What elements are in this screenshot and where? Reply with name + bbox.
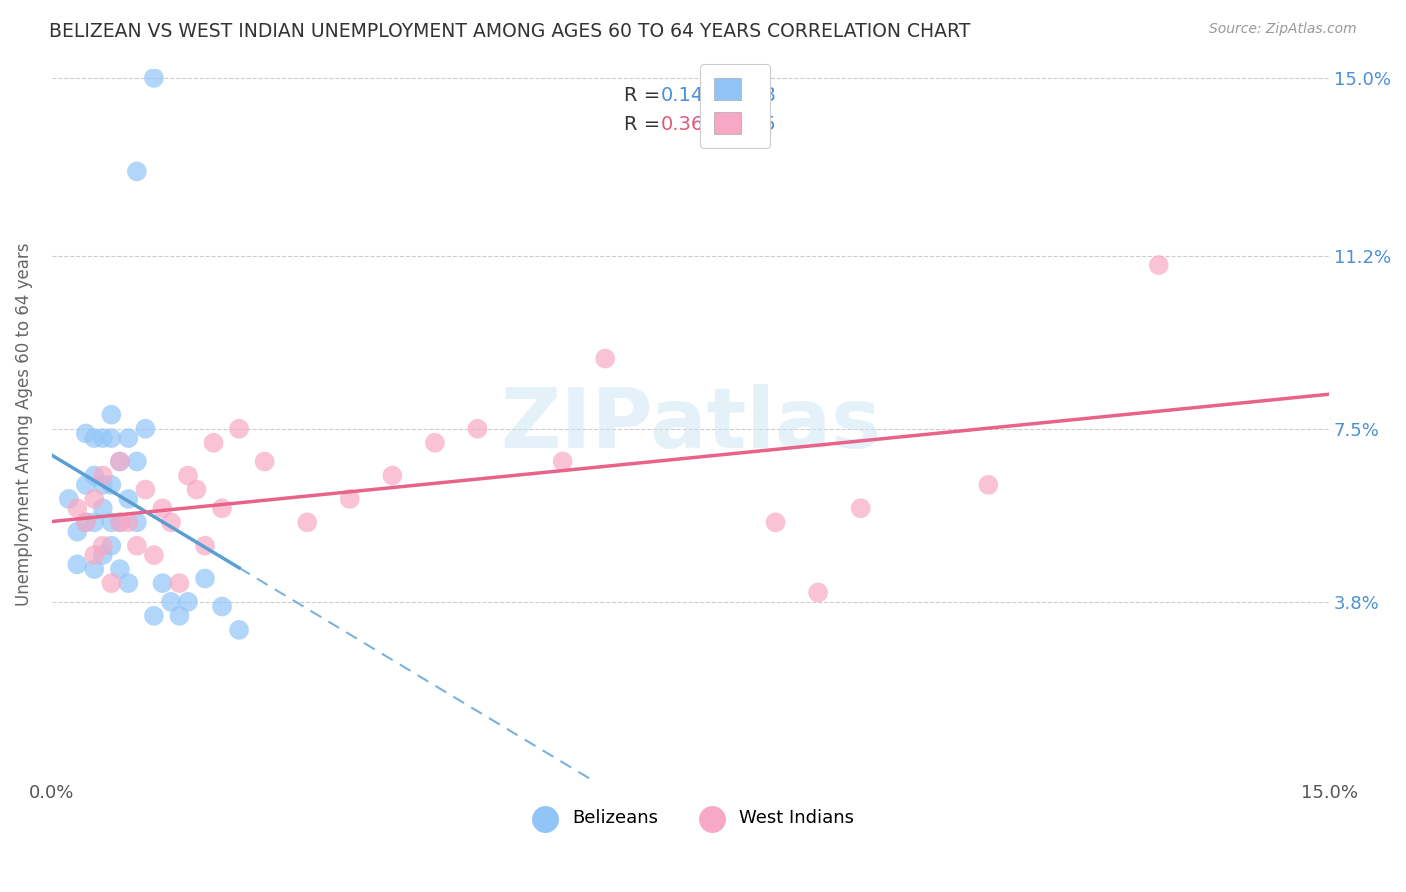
Point <box>117 491 139 506</box>
Point <box>66 524 89 539</box>
Point <box>117 431 139 445</box>
Point <box>177 468 200 483</box>
Point <box>91 548 114 562</box>
Point <box>160 516 183 530</box>
Point <box>125 454 148 468</box>
Point <box>142 548 165 562</box>
Point <box>91 431 114 445</box>
Point <box>83 548 105 562</box>
Text: 38: 38 <box>752 87 776 105</box>
Point <box>75 478 97 492</box>
Point <box>100 539 122 553</box>
Point <box>253 454 276 468</box>
Point <box>467 422 489 436</box>
Point <box>169 608 191 623</box>
Y-axis label: Unemployment Among Ages 60 to 64 years: Unemployment Among Ages 60 to 64 years <box>15 243 32 606</box>
Legend: Belizeans, West Indians: Belizeans, West Indians <box>519 802 862 835</box>
Point <box>100 478 122 492</box>
Point <box>108 454 131 468</box>
Point <box>75 516 97 530</box>
Text: R =: R = <box>624 87 666 105</box>
Text: 0.363: 0.363 <box>661 115 717 134</box>
Point <box>125 164 148 178</box>
Point <box>186 483 208 497</box>
Point <box>108 516 131 530</box>
Point <box>91 501 114 516</box>
Point <box>100 431 122 445</box>
Point <box>381 468 404 483</box>
Point <box>551 454 574 468</box>
Point <box>58 491 80 506</box>
Point <box>125 539 148 553</box>
Point <box>211 599 233 614</box>
Point <box>117 576 139 591</box>
Point <box>91 468 114 483</box>
Point <box>152 576 174 591</box>
Point <box>83 431 105 445</box>
Point <box>593 351 616 366</box>
Text: 35: 35 <box>752 115 776 134</box>
Point <box>339 491 361 506</box>
Point <box>108 516 131 530</box>
Point <box>177 595 200 609</box>
Point <box>125 516 148 530</box>
Point <box>849 501 872 516</box>
Point <box>100 516 122 530</box>
Point <box>160 595 183 609</box>
Point <box>134 422 156 436</box>
Point <box>295 516 318 530</box>
Point <box>807 585 830 599</box>
Text: N =: N = <box>707 87 763 105</box>
Point <box>83 491 105 506</box>
Point <box>100 576 122 591</box>
Point <box>1147 258 1170 272</box>
Point <box>75 426 97 441</box>
Point <box>977 478 1000 492</box>
Text: ZIPatlas: ZIPatlas <box>501 384 882 465</box>
Point <box>91 478 114 492</box>
Point <box>108 454 131 468</box>
Point <box>134 483 156 497</box>
Point <box>83 562 105 576</box>
Point <box>83 516 105 530</box>
Text: 0.149: 0.149 <box>661 87 717 105</box>
Point <box>169 576 191 591</box>
Point <box>75 516 97 530</box>
Text: BELIZEAN VS WEST INDIAN UNEMPLOYMENT AMONG AGES 60 TO 64 YEARS CORRELATION CHART: BELIZEAN VS WEST INDIAN UNEMPLOYMENT AMO… <box>49 22 970 41</box>
Point <box>211 501 233 516</box>
Point <box>108 562 131 576</box>
Point <box>228 422 250 436</box>
Point <box>100 408 122 422</box>
Point <box>228 623 250 637</box>
Point <box>91 539 114 553</box>
Point <box>142 608 165 623</box>
Text: N =: N = <box>707 115 763 134</box>
Point <box>117 516 139 530</box>
Point <box>194 539 217 553</box>
Point <box>194 571 217 585</box>
Text: Source: ZipAtlas.com: Source: ZipAtlas.com <box>1209 22 1357 37</box>
Point <box>66 501 89 516</box>
Point <box>202 435 225 450</box>
Point <box>83 468 105 483</box>
Text: R =: R = <box>624 115 666 134</box>
Point <box>152 501 174 516</box>
Point <box>423 435 446 450</box>
Point <box>142 70 165 85</box>
Point <box>66 558 89 572</box>
Point <box>765 516 787 530</box>
